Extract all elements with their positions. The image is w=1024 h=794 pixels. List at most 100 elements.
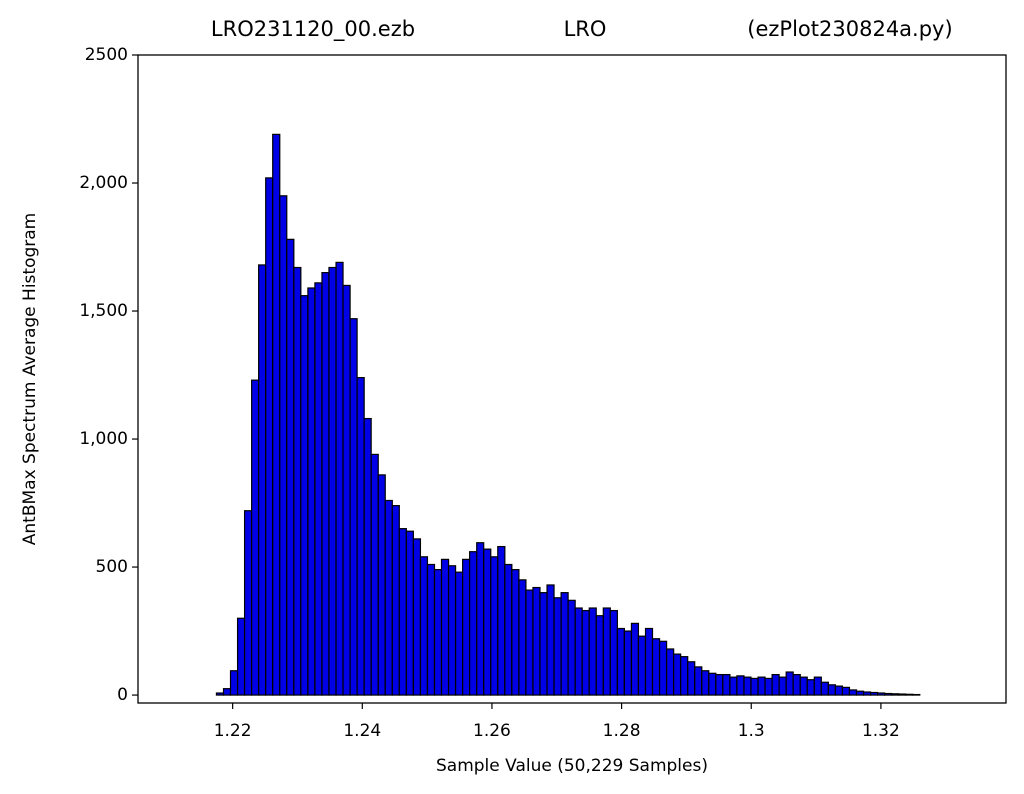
histogram-bar (567, 599, 576, 696)
histogram-bar (708, 672, 717, 696)
chart-title-right: (ezPlot230824a.py) (747, 17, 952, 41)
histogram-bar (905, 693, 914, 696)
histogram-bar (722, 673, 731, 696)
y-tick-label: 500 (96, 557, 128, 577)
histogram-bar (321, 272, 330, 696)
histogram-bar (433, 569, 443, 696)
y-tick-label: 2500 (85, 45, 128, 65)
histogram-bar (595, 615, 604, 696)
histogram-bar (279, 195, 288, 696)
histogram-bar (574, 607, 583, 696)
histogram-bar (876, 692, 886, 696)
histogram-bar (539, 592, 548, 696)
histogram-bar (222, 688, 232, 696)
histogram-bar (834, 685, 844, 696)
histogram-bar (370, 453, 379, 696)
histogram-bar (497, 545, 506, 696)
histogram-bar (757, 676, 766, 696)
histogram-bar (377, 474, 386, 696)
histogram-bar (609, 609, 618, 696)
x-tick-label: 1.32 (862, 721, 900, 741)
histogram-bar (848, 689, 858, 696)
histogram-bar (588, 607, 597, 696)
histogram-bar (694, 666, 703, 696)
histogram-bar (701, 670, 710, 696)
histogram-bar (525, 589, 534, 696)
histogram-bar (743, 676, 752, 696)
y-tick-label: 1,000 (79, 429, 128, 449)
x-tick-label: 1.22 (214, 721, 252, 741)
histogram-bar (891, 693, 900, 696)
y-tick-label: 2,000 (79, 173, 128, 193)
histogram-bar (687, 661, 696, 696)
histogram-bar (778, 676, 787, 696)
histogram-bar (384, 499, 393, 696)
histogram-bar (243, 510, 253, 696)
histogram-bar (349, 318, 358, 696)
histogram-bar (454, 571, 464, 696)
histogram-bar (511, 569, 520, 696)
x-axis-label: Sample Value (50,229 Samples) (436, 756, 708, 776)
histogram-bar (490, 556, 499, 696)
x-tick-label: 1.3 (738, 721, 765, 741)
histogram-bar (912, 693, 921, 696)
histogram-bar (729, 676, 738, 696)
histogram-bar (504, 563, 513, 696)
histogram-bar (637, 635, 647, 696)
histogram-bar (715, 673, 724, 696)
y-tick-label: 0 (117, 685, 128, 705)
histogram-bar (644, 627, 654, 696)
histogram-bar (813, 676, 822, 696)
histogram-bar (651, 638, 661, 696)
histogram-bar (792, 673, 801, 696)
histogram-bar (447, 565, 457, 696)
histogram-bar (476, 542, 485, 696)
histogram-bar (328, 266, 337, 696)
histogram-bar (215, 692, 225, 696)
x-tick-label: 1.24 (343, 721, 381, 741)
histogram-bar (314, 282, 323, 696)
histogram-bar (806, 679, 815, 696)
histogram-bar (405, 530, 414, 696)
histogram-bar (229, 670, 239, 696)
histogram-bar (771, 673, 780, 696)
histogram-bar (483, 548, 492, 696)
histogram-bar (286, 238, 295, 696)
histogram-bar (546, 584, 555, 696)
histogram-bar (630, 622, 640, 696)
histogram-bar (616, 627, 625, 696)
plot-frame (137, 54, 1007, 704)
histogram-bar (553, 597, 562, 696)
histogram-bar (820, 681, 829, 696)
histogram-bar (236, 617, 246, 696)
histogram-bar (665, 648, 675, 696)
histogram-bar (440, 558, 450, 696)
histogram-bar (884, 692, 893, 696)
histogram-bar (469, 551, 478, 696)
histogram-bar (532, 586, 541, 696)
histogram-bar (841, 686, 851, 696)
histogram-bar (560, 592, 569, 696)
histogram-bar (764, 677, 773, 696)
histogram-bar (419, 556, 429, 696)
histogram-bar (258, 264, 267, 696)
histogram-bar (265, 177, 274, 696)
histogram-bar (391, 505, 400, 696)
histogram-bar (898, 693, 907, 696)
x-tick-label: 1.28 (603, 721, 641, 741)
histogram-bar (855, 690, 865, 696)
histogram-bar (363, 417, 372, 696)
histogram-bar (342, 284, 351, 696)
x-tick-label: 1.26 (473, 721, 511, 741)
histogram-bar (293, 266, 302, 696)
histogram-bar (827, 684, 836, 696)
histogram-bar (518, 579, 527, 696)
histogram-bar (581, 609, 590, 696)
histogram-bar (307, 287, 316, 696)
histogram-bar (736, 675, 745, 696)
histogram-bar (335, 261, 344, 696)
histogram-bar (300, 295, 309, 696)
histogram-bar (869, 691, 879, 696)
